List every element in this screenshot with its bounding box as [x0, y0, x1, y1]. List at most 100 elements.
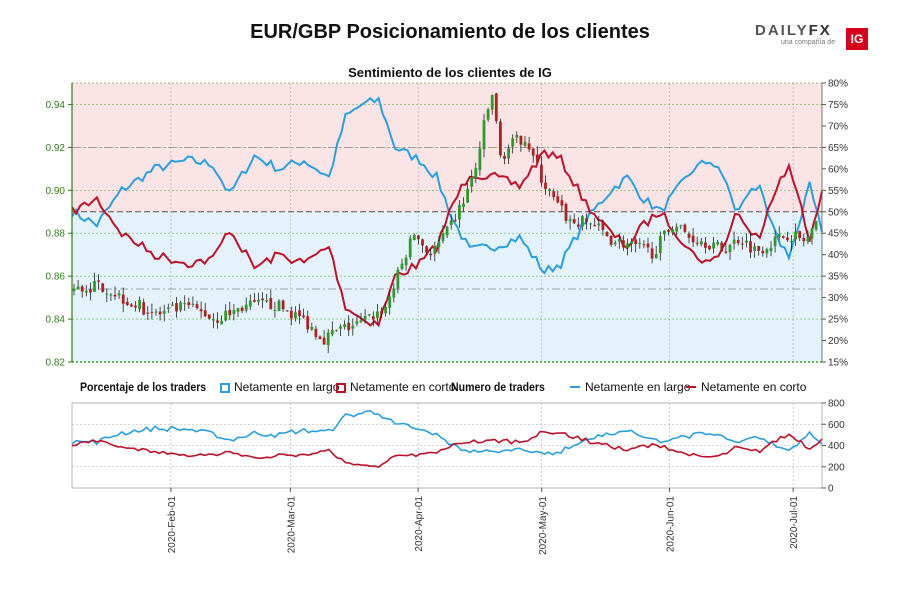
candle-body [138, 299, 141, 310]
candle-body [146, 312, 150, 314]
candle-body [248, 300, 252, 307]
candle-body [466, 188, 469, 203]
price-tick-label: 0.88 [46, 229, 66, 240]
long-count-line [71, 409, 823, 456]
x-tick-label: 2020-Feb-01 [167, 496, 178, 554]
candle-body [794, 231, 797, 240]
candle-body [179, 302, 182, 311]
candle-body [626, 243, 629, 248]
candle-body [663, 230, 666, 235]
candle-body [363, 316, 367, 320]
short-count-line [71, 430, 823, 468]
candle-body [523, 141, 527, 146]
price-tick-label: 0.84 [46, 315, 66, 326]
candle-body [322, 337, 326, 345]
candle-body [187, 302, 191, 306]
candle-body [298, 310, 301, 316]
candle-body [515, 134, 519, 138]
candle-body [609, 236, 613, 245]
pct-tick-label: 30% [828, 293, 848, 304]
pct-tick-label: 20% [828, 336, 848, 347]
candle-body [125, 301, 129, 305]
candle-body [236, 308, 240, 312]
pct-tick-label: 80% [828, 79, 848, 90]
candle-body [244, 304, 248, 311]
candle-body [392, 288, 396, 298]
pct-tick-label: 35% [828, 272, 848, 283]
candle-body [658, 236, 662, 254]
pct-tick-label: 65% [828, 143, 848, 154]
candle-body [716, 241, 720, 245]
legend-long-label: Netamente en largo [234, 380, 340, 394]
candle-body [478, 148, 482, 171]
candle-body [150, 311, 154, 313]
candle-body [548, 189, 551, 192]
candle-body [142, 302, 146, 315]
candle-body [630, 241, 633, 244]
logo-brand-right: FX [808, 22, 832, 39]
candle-body [404, 257, 408, 266]
candle-body [474, 168, 478, 179]
candle-body [261, 298, 264, 301]
candle-body [134, 305, 137, 308]
candle-body [576, 224, 580, 227]
price-tick-label: 0.94 [46, 100, 66, 111]
candle-body [212, 319, 215, 321]
candle-body [158, 311, 162, 315]
pct-tick-label: 40% [828, 250, 848, 261]
candle-body [433, 245, 437, 255]
legend-short-label: Netamente en corto [350, 380, 456, 394]
candle-body [130, 304, 133, 307]
candle-body [765, 249, 769, 254]
candle-body [318, 336, 322, 340]
candle-body [572, 219, 576, 224]
legend-short-num: Netamente en corto [686, 380, 806, 394]
count-tick-label: 600 [828, 420, 845, 431]
candle-body [810, 228, 814, 239]
candle-body [462, 203, 465, 208]
candle-body [306, 316, 310, 330]
candle-body [285, 310, 289, 312]
count-tick-label: 200 [828, 462, 845, 473]
candle-body [781, 236, 785, 238]
candle-body [531, 148, 535, 156]
candle-body [195, 304, 199, 309]
candle-body [257, 299, 260, 302]
chart-legend: Porcentaje de los traders Netamente en l… [80, 380, 840, 396]
candle-body [80, 286, 84, 292]
long-swatch [220, 383, 230, 393]
candle-body [708, 245, 711, 250]
pct-tick-label: 55% [828, 186, 848, 197]
candle-body [445, 226, 449, 236]
candle-body [310, 326, 314, 330]
logo-brand: DAILYFX [755, 22, 832, 39]
candle-body [109, 294, 113, 296]
long-pct-line [71, 96, 823, 275]
candle-body [105, 293, 109, 295]
legend-long-num: Netamente en largo [570, 380, 690, 394]
candle-body [494, 93, 498, 122]
candle-body [642, 244, 646, 246]
candle-body [777, 234, 781, 238]
candle-body [253, 299, 256, 302]
candle-body [646, 243, 650, 248]
candle-body [552, 191, 556, 198]
candle-body [224, 310, 228, 321]
candle-body [556, 196, 560, 203]
candle-body [265, 299, 269, 302]
candle-body [720, 242, 724, 252]
candle-body [175, 303, 178, 312]
dailyfx-logo: DAILYFX una compañía de IG [755, 22, 870, 52]
candle-body [335, 329, 338, 331]
candle-body [347, 322, 351, 331]
candle-body [97, 280, 100, 282]
candle-body [76, 286, 80, 290]
candle-body [749, 241, 752, 253]
candle-body [449, 220, 453, 225]
chart-subtitle: Sentimiento de los clientes de IG [348, 65, 552, 80]
candle-body [507, 148, 510, 159]
candle-body [486, 109, 490, 120]
candle-body [380, 311, 383, 315]
x-tick-label: 2020-Apr-01 [414, 496, 425, 552]
